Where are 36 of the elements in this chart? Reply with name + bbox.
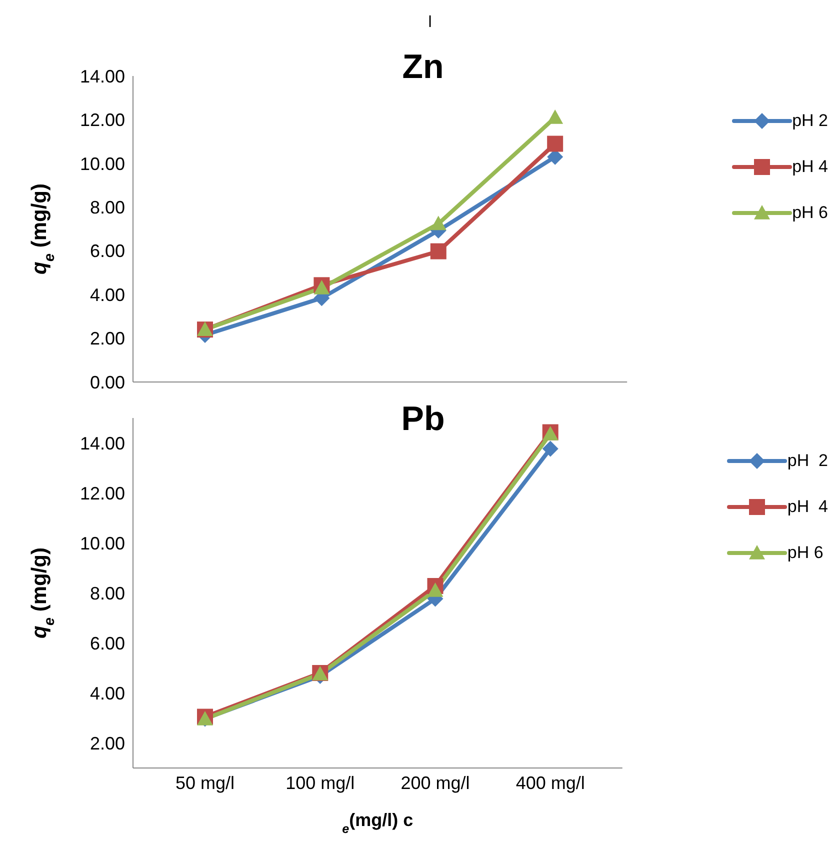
x-tick-label: 200 mg/l xyxy=(400,772,470,793)
y-tick-label: 8.00 xyxy=(90,198,125,218)
legend-label: pH 6 xyxy=(787,543,824,563)
point xyxy=(427,582,444,597)
y-tick-label: 4.00 xyxy=(90,683,125,704)
y-tick-label: 6.00 xyxy=(90,633,125,654)
point xyxy=(430,243,446,260)
x-tick-label: 50 mg/l xyxy=(175,772,235,793)
y-tick-label: 10.00 xyxy=(80,533,125,554)
point xyxy=(542,440,558,457)
point xyxy=(547,110,564,124)
y-tick-label: 6.00 xyxy=(90,241,125,262)
y-tick-label: 2.00 xyxy=(90,328,125,349)
y-tick-label: 8.00 xyxy=(90,583,125,604)
x-axis-title: $_{e}$(mg/l) c xyxy=(342,810,414,836)
text: l xyxy=(427,13,433,32)
y-tick-label: 14.00 xyxy=(80,433,125,454)
legend-label: pH 4 xyxy=(792,157,828,177)
y-tick-label: 14.00 xyxy=(80,66,125,86)
legend-label: pH 6 xyxy=(792,203,828,223)
y-tick-label: 12.00 xyxy=(80,110,125,130)
y-tick-label: 0.00 xyxy=(90,372,125,392)
legend-label: pH 2 xyxy=(792,111,828,131)
point xyxy=(430,216,446,230)
x-tick-label: 100 mg/l xyxy=(286,772,355,793)
point xyxy=(314,280,330,294)
y-tick-label: 12.00 xyxy=(80,483,125,504)
chart-title: Zn xyxy=(401,48,445,87)
x-tick-label: 400 mg/l xyxy=(516,772,585,793)
legend-label: pH 2 xyxy=(787,451,828,471)
point xyxy=(547,136,564,152)
y-tick-label: 2.00 xyxy=(90,733,125,754)
chart-title: Pb xyxy=(400,400,446,439)
y-tick-label: 4.00 xyxy=(90,284,125,305)
y-tick-label: 10.00 xyxy=(80,154,125,174)
legend-label: pH 4 xyxy=(787,497,828,517)
